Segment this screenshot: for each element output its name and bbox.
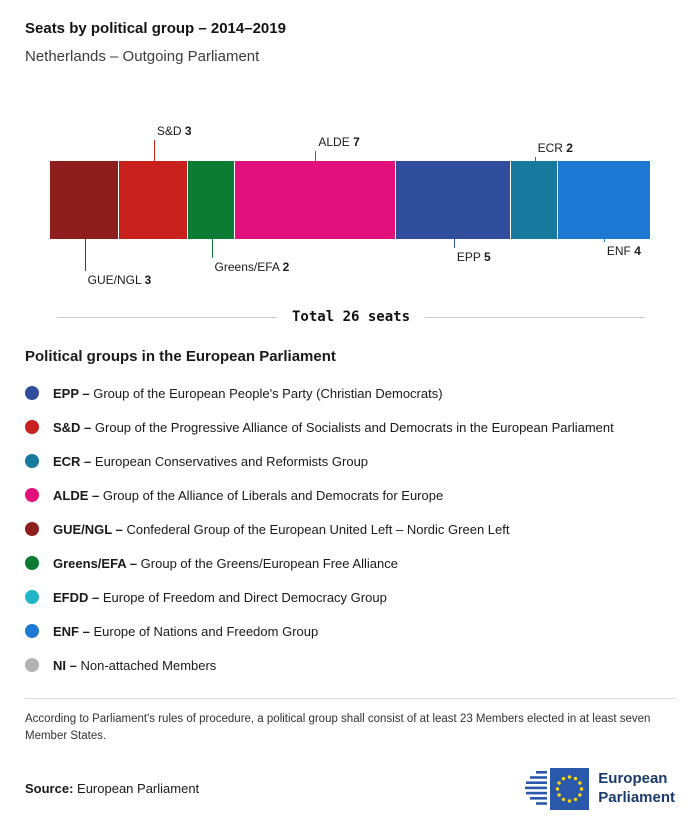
total-seats-label: Total 26 seats bbox=[292, 309, 411, 325]
eu-stars-icon bbox=[556, 774, 584, 803]
eu-flag-hemicycle-icon bbox=[525, 767, 590, 810]
ecr-color-dot-icon bbox=[25, 454, 39, 468]
legend-item-label: Greens/EFA – Group of the Greens/Europea… bbox=[53, 555, 398, 571]
total-left-rule bbox=[57, 316, 277, 318]
stacked-bar bbox=[50, 161, 650, 239]
bar-segment-epp bbox=[396, 161, 512, 239]
footnote: According to Parliament's rules of proce… bbox=[25, 713, 651, 743]
european-parliament-logo: European Parliament bbox=[525, 767, 675, 810]
callout-line-alde bbox=[315, 151, 317, 161]
legend-item-label: GUE/NGL – Confederal Group of the Europe… bbox=[53, 521, 510, 537]
callout-line-enf bbox=[603, 239, 605, 242]
footnote-divider bbox=[25, 698, 675, 699]
legend-item-ecr: ECR – European Conservatives and Reformi… bbox=[25, 453, 675, 469]
page-subtitle: Netherlands – Outgoing Parliament bbox=[25, 48, 260, 65]
seats-bar-chart: GUE/NGL 3 S&D 3 Greens/EFA 2 ALDE 7 EPP 5 ECR… bbox=[25, 107, 675, 293]
source-row: Source: European Parliament bbox=[25, 767, 675, 810]
legend-item-label: ENF – Europe of Nations and Freedom Grou… bbox=[53, 623, 319, 639]
legend-list: EPP – Group of the European People's Par… bbox=[25, 385, 675, 673]
legend-item-efdd: EFDD – Europe of Freedom and Direct Demo… bbox=[25, 589, 675, 605]
legend-item-label: EPP – Group of the European People's Par… bbox=[53, 385, 443, 401]
callout-label-enf: ENF 4 bbox=[606, 244, 641, 258]
legend-item-label: ALDE – Group of the Alliance of Liberals… bbox=[53, 487, 444, 503]
legend-item-label: ECR – European Conservatives and Reformi… bbox=[53, 453, 369, 469]
source-text: Source: European Parliament bbox=[25, 781, 199, 796]
callout-line-ecr bbox=[534, 157, 536, 161]
gue-ngl-color-dot-icon bbox=[25, 522, 39, 536]
page-title: Seats by political group – 2014–2019 bbox=[25, 20, 286, 37]
legend-item-s-d: S&D – Group of the Progressive Alliance … bbox=[25, 419, 675, 435]
logo-wordmark: European Parliament bbox=[598, 770, 675, 808]
hemicycle-lines-icon bbox=[525, 770, 548, 805]
legend-item-epp: EPP – Group of the European People's Par… bbox=[25, 385, 675, 401]
callout-label-greens-efa: Greens/EFA 2 bbox=[214, 260, 290, 274]
greens-efa-color-dot-icon bbox=[25, 556, 39, 570]
legend-item-label: NI – Non-attached Members bbox=[53, 657, 217, 673]
alde-color-dot-icon bbox=[25, 488, 39, 502]
legend-item-enf: ENF – Europe of Nations and Freedom Grou… bbox=[25, 623, 675, 639]
bar-segment-ecr bbox=[511, 161, 558, 239]
callout-label-s-d: S&D 3 bbox=[156, 124, 192, 138]
enf-color-dot-icon bbox=[25, 624, 39, 638]
ni-color-dot-icon bbox=[25, 658, 39, 672]
callout-label-ecr: ECR 2 bbox=[537, 141, 573, 155]
efdd-color-dot-icon bbox=[25, 590, 39, 604]
legend-title: Political groups in the European Parliam… bbox=[25, 348, 336, 365]
bar-segment-alde bbox=[234, 161, 397, 239]
total-seats-row: Total 26 seats bbox=[57, 309, 646, 325]
callout-label-gue-ngl: GUE/NGL 3 bbox=[87, 273, 152, 287]
source-value: European Parliament bbox=[77, 781, 200, 796]
source-label: Source: bbox=[25, 781, 74, 796]
total-right-rule bbox=[425, 316, 646, 318]
callout-line-greens-efa bbox=[211, 239, 213, 258]
epp-color-dot-icon bbox=[25, 386, 39, 400]
legend-item-alde: ALDE – Group of the Alliance of Liberals… bbox=[25, 487, 675, 503]
legend-item-gue-ngl: GUE/NGL – Confederal Group of the Europe… bbox=[25, 521, 675, 537]
legend-item-label: S&D – Group of the Progressive Alliance … bbox=[53, 419, 614, 435]
bar-segment-enf bbox=[557, 161, 650, 239]
callout-line-gue-ngl bbox=[84, 239, 86, 271]
callout-label-epp: EPP 5 bbox=[456, 250, 491, 264]
legend-item-ni: NI – Non-attached Members bbox=[25, 657, 675, 673]
bar-segment-s-d bbox=[119, 161, 189, 239]
s-d-color-dot-icon bbox=[25, 420, 39, 434]
bar-segment-gue-ngl bbox=[50, 161, 120, 239]
legend-item-label: EFDD – Europe of Freedom and Direct Demo… bbox=[53, 589, 387, 605]
callout-label-alde: ALDE 7 bbox=[318, 135, 360, 149]
bar-segment-greens-efa bbox=[188, 161, 235, 239]
logo-line-1: European bbox=[598, 769, 668, 787]
logo-line-2: Parliament bbox=[598, 788, 675, 806]
callout-line-s-d bbox=[153, 140, 155, 161]
legend-item-greens-efa: Greens/EFA – Group of the Greens/Europea… bbox=[25, 555, 675, 571]
callout-line-epp bbox=[453, 239, 455, 248]
